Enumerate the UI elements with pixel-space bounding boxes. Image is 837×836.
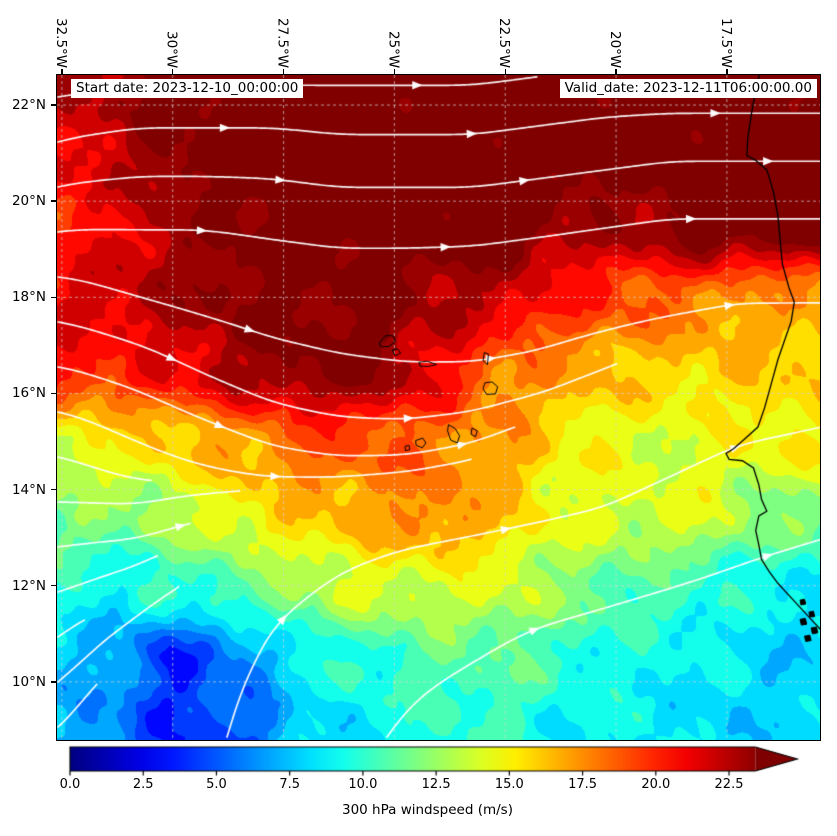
x-tick-label: 32.5°W bbox=[52, 17, 69, 68]
colorbar-tick-label: 5.0 bbox=[206, 777, 227, 792]
windspeed-map-canvas bbox=[57, 75, 820, 740]
y-tick-label: 22°N bbox=[11, 97, 46, 114]
colorbar-axis-label: 300 hPa windspeed (m/s) bbox=[342, 802, 513, 818]
colorbar-tick-label: 0.0 bbox=[59, 777, 81, 792]
x-tick-label: 25°W bbox=[385, 30, 402, 68]
y-tick-label: 20°N bbox=[11, 193, 46, 210]
y-tick-label: 18°N bbox=[11, 289, 46, 306]
x-tick-mark bbox=[172, 69, 174, 74]
x-tick-mark bbox=[282, 69, 285, 74]
y-tick-mark bbox=[51, 200, 56, 202]
start-date-label: Start date: 2023-12-10_00:00:00 bbox=[71, 79, 304, 98]
x-tick-mark bbox=[615, 69, 617, 74]
y-tick-mark bbox=[51, 681, 56, 683]
y-tick-mark bbox=[51, 296, 56, 298]
x-tick-mark bbox=[393, 69, 396, 74]
colorbar-tick-label: 10.0 bbox=[348, 777, 378, 792]
colorbar-tick-label: 12.5 bbox=[421, 777, 451, 792]
y-tick-label: 16°N bbox=[11, 385, 46, 402]
x-tick-label: 27.5°W bbox=[274, 17, 291, 68]
colorbar-tick-label: 7.5 bbox=[279, 777, 301, 792]
colorbar bbox=[57, 745, 820, 779]
x-tick-mark bbox=[61, 69, 63, 74]
x-tick-mark bbox=[726, 69, 728, 74]
x-axis-tick-labels: 32.5°W 30°W 27.5°W 25°W 22.5°W 20°W 17.5°W bbox=[0, 0, 837, 71]
y-tick-label: 10°N bbox=[11, 673, 46, 690]
y-tick-mark bbox=[51, 488, 56, 491]
y-tick-mark bbox=[51, 392, 56, 395]
y-tick-label: 12°N bbox=[11, 577, 46, 594]
colorbar-tick-label: 15.0 bbox=[494, 777, 524, 792]
x-tick-label: 17.5°W bbox=[717, 17, 734, 68]
colorbar-tick-label: 17.5 bbox=[568, 777, 598, 792]
x-tick-label: 22.5°W bbox=[496, 17, 513, 68]
y-tick-mark bbox=[51, 104, 56, 106]
valid-date-label: Valid_date: 2023-12-11T06:00:00.00 bbox=[559, 79, 817, 98]
x-tick-label: 30°W bbox=[163, 30, 180, 68]
colorbar-tick-label: 22.5 bbox=[714, 777, 744, 792]
y-axis-tick-labels: 22°N 20°N 18°N 16°N 14°N 12°N 10°N bbox=[0, 0, 50, 836]
colorbar-tick-label: 2.5 bbox=[132, 777, 154, 792]
y-tick-mark bbox=[51, 585, 56, 587]
x-tick-mark bbox=[504, 69, 506, 74]
colorbar-tick-label: 20.0 bbox=[641, 777, 671, 792]
y-tick-label: 14°N bbox=[11, 481, 46, 498]
x-tick-label: 20°W bbox=[607, 30, 624, 68]
